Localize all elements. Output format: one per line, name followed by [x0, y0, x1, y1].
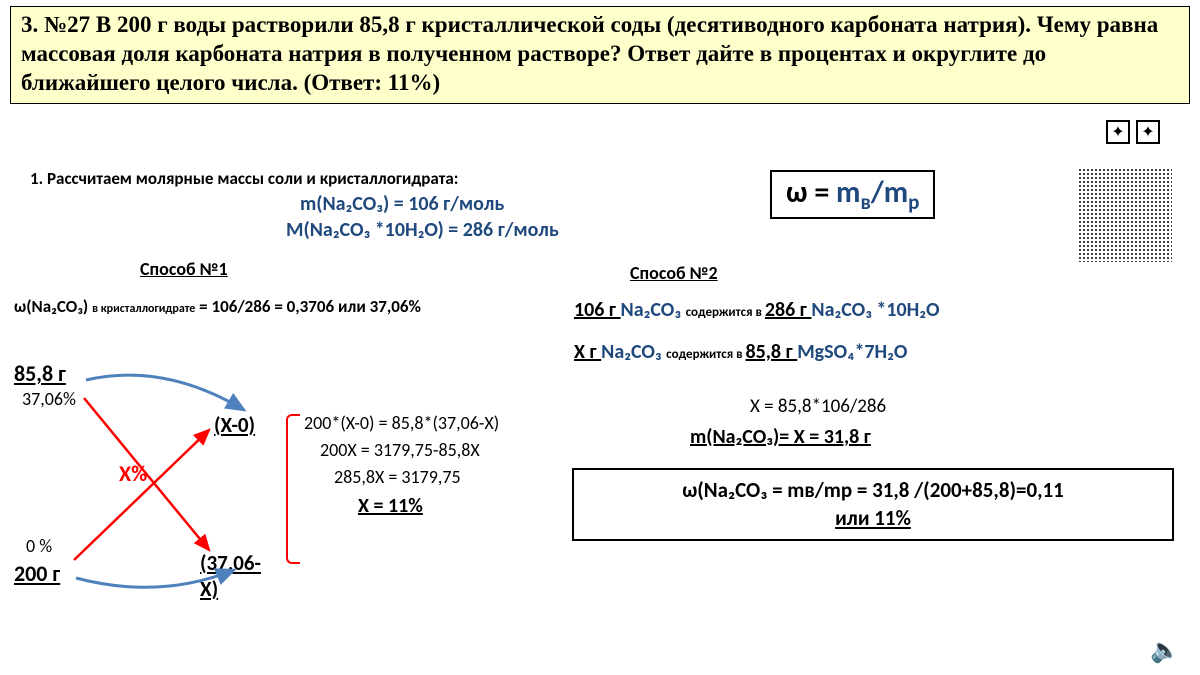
problem-statement: 3. №27 В 200 г воды растворили 85,8 г кр… — [10, 6, 1190, 104]
problem-text: В 200 г воды растворили 85,8 г кристалли… — [21, 12, 1158, 95]
final-l1: ω(Na₂CO₃ = mв/mр = 31,8 /(200+85,8)=0,11 — [584, 476, 1162, 504]
method2-line1: 106 г Na₂CO₃ содержится в 286 г Na₂CO₃ *… — [574, 298, 940, 322]
step1-label: 1. Рассчитаем молярные массы соли и крис… — [30, 168, 458, 189]
speaker-icon[interactable]: 🔈 — [1150, 636, 1180, 665]
m2-l1c: содержится в — [686, 305, 765, 320]
m2-l1b: Na₂CO₃ — [621, 298, 686, 322]
method1-title: Способ №1 — [140, 258, 228, 280]
omega-pre: ω(Na₂CO₃) — [14, 296, 92, 317]
omega-sub: в кристаллогидрате — [92, 302, 195, 316]
sub-p: р — [908, 189, 919, 215]
eq-l2: 200X = 3179,75-85,8X — [304, 437, 499, 464]
method2-title: Способ №2 — [630, 262, 718, 284]
m2-l1e: Na₂CO₃ *10H₂O — [811, 298, 939, 322]
cross-arrows — [14, 360, 314, 600]
nav-next-icon[interactable]: ✦ — [1136, 120, 1160, 144]
method2-line2: X г Na₂CO₃ содержится в 85,8 г MgSO₄*7H₂… — [574, 340, 907, 364]
m2-l2a: X г — [574, 340, 601, 364]
m2-l1a: 106 г — [574, 298, 621, 322]
qr-code — [1070, 160, 1180, 270]
formula-omega: ω = mв/mр — [770, 170, 935, 219]
omega-hydrate-calc: ω(Na₂CO₃) в кристаллогидрате = 106/286 =… — [14, 296, 421, 317]
omega-val: = 106/286 = 0,3706 или 37,06% — [195, 296, 421, 317]
m-v: m — [836, 174, 860, 211]
nav-prev-icon[interactable]: ✦ — [1106, 120, 1130, 144]
m2-l2e: MgSO₄*7H₂O — [797, 340, 907, 364]
red-bracket — [286, 414, 300, 564]
m2-l2c: содержится в — [666, 347, 745, 362]
problem-number: 3. №27 — [21, 12, 90, 37]
equations-block: 200*(X-0) = 85,8*(37,06-X) 200X = 3179,7… — [304, 410, 499, 521]
final-answer-box: ω(Na₂CO₃ = mв/mр = 31,8 /(200+85,8)=0,11… — [572, 468, 1174, 541]
slash: / — [871, 174, 884, 211]
m2-l2b: Na₂CO₃ — [601, 340, 666, 364]
method2-result: m(Na₂CO₃)= X = 31,8 г — [690, 425, 871, 449]
final-l2: или 11% — [584, 504, 1162, 532]
eq-ans: X = 11% — [304, 491, 499, 521]
method2-calc: X = 85,8*106/286 — [750, 395, 886, 418]
eq-l3: 285,8X = 3179,75 — [304, 464, 499, 491]
m-p: m — [884, 174, 908, 211]
m2-l2d: 85,8 г — [745, 340, 797, 364]
sub-v: в — [860, 189, 870, 215]
eq-l1: 200*(X-0) = 85,8*(37,06-X) — [304, 410, 499, 437]
m2-l1d: 286 г — [765, 298, 812, 322]
omega-sym: ω = — [786, 174, 836, 211]
cross-diagram: 85,8 г 37,06% X% 0 % 200 г (X-0) (37,06-… — [14, 360, 274, 630]
molar-mass-1: m(Na₂CO₃) = 106 г/моль — [300, 192, 504, 216]
molar-mass-2: M(Na₂CO₃ *10H₂O) = 286 г/моль — [286, 218, 559, 242]
